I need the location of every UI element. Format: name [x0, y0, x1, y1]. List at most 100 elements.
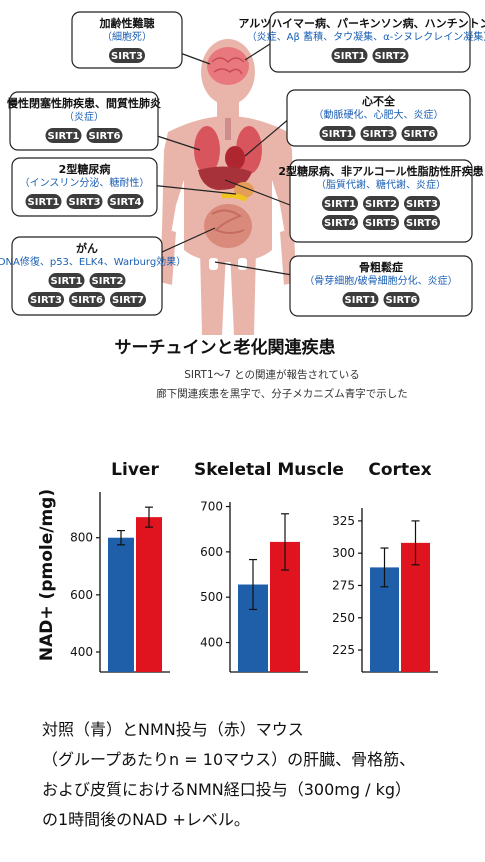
sirt-pill	[69, 292, 105, 307]
sirt-pill	[110, 292, 146, 307]
chart-title: Skeletal Muscle	[194, 460, 344, 480]
sirt-pill	[48, 273, 85, 288]
chart-1: Skeletal Muscle 400 500 600 700	[194, 460, 344, 673]
sirt-pill	[45, 128, 82, 143]
sirt-pill	[107, 194, 144, 209]
disease-box: 慢性閉塞性肺疾患、間質性肺炎（炎症） SIRT1 SIRT6	[7, 91, 161, 151]
diagram-note-1: SIRT1～7 との関連が報告されている	[184, 368, 360, 381]
diagram-note-2: 廊下関連疾患を黒字で、分子メカニズム青字で示した	[156, 387, 408, 400]
disease-box: 心不全（動脈硬化、心肥大、炎症） SIRT1 SIRT3 SIRT6	[286, 89, 471, 147]
sirt-pill-label: SIRT1	[345, 295, 377, 306]
sirt-pill	[404, 215, 440, 230]
mechanism-text: （脂質代謝、糖代謝、炎症）	[316, 178, 446, 191]
mechanism-text: （動脈硬化、心肥大、炎症）	[314, 108, 444, 121]
sirt-pill-label: SIRT4	[110, 197, 142, 208]
sirt-pill	[86, 128, 123, 143]
y-tick-label: 400	[70, 645, 93, 659]
disease-name: 心不全	[362, 94, 396, 108]
disease-name: 加齢性難聴	[99, 16, 155, 30]
disease-box: 2型糖尿病、非アルコール性脂肪性肝疾患（脂質代謝、糖代謝、炎症） SIRT1 SIR…	[278, 159, 484, 243]
sirt-pill	[28, 292, 64, 307]
sirt-pill-label: SIRT6	[386, 295, 418, 306]
sirt-pill-label: SIRT3	[406, 199, 438, 210]
sirt-pill	[319, 126, 356, 141]
bar-nmn	[136, 517, 162, 672]
sirt-pill	[109, 48, 145, 63]
y-tick-label: 275	[332, 578, 355, 592]
sirt-pill-label: SIRT6	[89, 131, 121, 142]
y-tick-label: 600	[70, 588, 93, 602]
sirt-pill-label: SIRT1	[322, 129, 354, 140]
chart-title: Liver	[111, 460, 159, 480]
sirt-pill-label: SIRT2	[92, 276, 124, 287]
sirt-pill	[401, 126, 438, 141]
y-tick-label: 500	[200, 590, 223, 604]
y-tick-label: 325	[332, 514, 355, 528]
disease-box: 加齢性難聴（細胞死） SIRT3	[71, 11, 183, 69]
sirt-pill	[25, 194, 62, 209]
disease-name: 慢性閉塞性肺疾患、間質性肺炎	[7, 96, 161, 110]
mechanism-text: （炎症）	[64, 110, 104, 123]
sirt-pill	[89, 273, 126, 288]
sirt-pill-label: SIRT3	[30, 295, 62, 306]
disease-box-frame	[269, 11, 471, 73]
sirt-pill-label: SIRT1	[51, 276, 83, 287]
y-tick-label: 250	[332, 611, 355, 625]
disease-name: がん	[76, 241, 98, 255]
disease-boxes: 加齢性難聴（細胞死）SIRT3アルツハイマー病、パーキンソン病、ハンチントン病（…	[0, 11, 485, 317]
sirt-pill	[360, 126, 397, 141]
sirt-pill-label: SIRT3	[111, 51, 143, 62]
sirt-pill	[363, 215, 399, 230]
sirt-pill-label: SIRT2	[365, 199, 397, 210]
caption-line-3: および皮質におけるNMN経口投与（300mg / kg）	[42, 780, 412, 799]
disease-box: 骨粗鬆症（骨芽細胞/破骨細胞分化、炎症） SIRT1 SIRT6	[289, 255, 473, 317]
caption-line-2: （グループあたりn = 10マウス）の肝臓、骨格筋、	[42, 750, 416, 769]
disease-box: がん（DNA修復、p53、ELK4、Warburg効果） SIRT1 SIRT2 SI…	[0, 236, 186, 316]
y-tick-label: 225	[332, 643, 355, 657]
caption-line-1: 対照（青）とNMN投与（赤）マウス	[42, 720, 304, 739]
sirt-pill	[331, 48, 368, 63]
disease-name: 2型糖尿病	[59, 162, 111, 176]
sirt-pill	[363, 196, 399, 211]
disease-name: アルツハイマー病、パーキンソン病、ハンチントン病	[238, 16, 485, 30]
sirt-pill-label: SIRT3	[363, 129, 395, 140]
sirt-pill-label: SIRT1	[28, 197, 60, 208]
sirt-pill	[322, 196, 358, 211]
disease-box: アルツハイマー病、パーキンソン病、ハンチントン病（炎症、Aβ 蓄積、タウ凝集、α…	[238, 11, 485, 73]
sirt-pill	[404, 196, 440, 211]
caption: 対照（青）とNMN投与（赤）マウス （グループあたりn = 10マウス）の肝臓、…	[42, 715, 472, 835]
disease-box-frame	[289, 255, 473, 317]
mechanism-text: （骨芽細胞/破骨細胞分化、炎症）	[304, 274, 457, 287]
y-tick-label: 600	[200, 545, 223, 559]
y-axis-label: NAD+ (pmole/mg)	[37, 489, 57, 661]
sirt-pill-label: SIRT1	[334, 51, 366, 62]
bar-charts: Liver 400 600 800 Skeletal Muscle 400 500 600 70…	[70, 460, 438, 673]
y-tick-label: 700	[200, 500, 223, 514]
sirt-pill-label: SIRT1	[324, 199, 356, 210]
disease-box-frame	[71, 11, 183, 69]
mechanism-text: （インスリン分泌、糖耐性）	[20, 176, 150, 189]
sirt-pill	[342, 292, 379, 307]
sirt-pill	[322, 215, 358, 230]
sirt-pill-label: SIRT4	[324, 218, 356, 229]
y-tick-label: 300	[332, 546, 355, 560]
body-illustration	[160, 39, 296, 335]
chart-2: Cortex 225 250 275 300 325	[332, 460, 438, 673]
sirt-pill-label: SIRT6	[71, 295, 103, 306]
sirt-pill-label: SIRT3	[69, 197, 101, 208]
chart-title: Cortex	[368, 460, 431, 480]
y-tick-label: 400	[200, 636, 223, 650]
sirt-pill-label: SIRT6	[406, 218, 438, 229]
mechanism-text: （炎症、Aβ 蓄積、タウ凝集、α-シヌレクレイン凝集）	[247, 30, 485, 43]
sirt-pill-label: SIRT7	[112, 295, 144, 306]
diagram-title: サーチュインと老化関連疾患	[115, 337, 336, 358]
sirt-pill	[372, 48, 409, 63]
y-tick-label: 800	[70, 531, 93, 545]
sirt-pill	[66, 194, 103, 209]
mechanism-text: （DNA修復、p53、ELK4、Warburg効果）	[0, 255, 186, 268]
mechanism-text: （細胞死）	[102, 30, 152, 43]
disease-name: 2型糖尿病、非アルコール性脂肪性肝疾患	[278, 164, 483, 178]
sirt-pill-label: SIRT1	[48, 131, 80, 142]
sirt-pill-label: SIRT5	[365, 218, 397, 229]
